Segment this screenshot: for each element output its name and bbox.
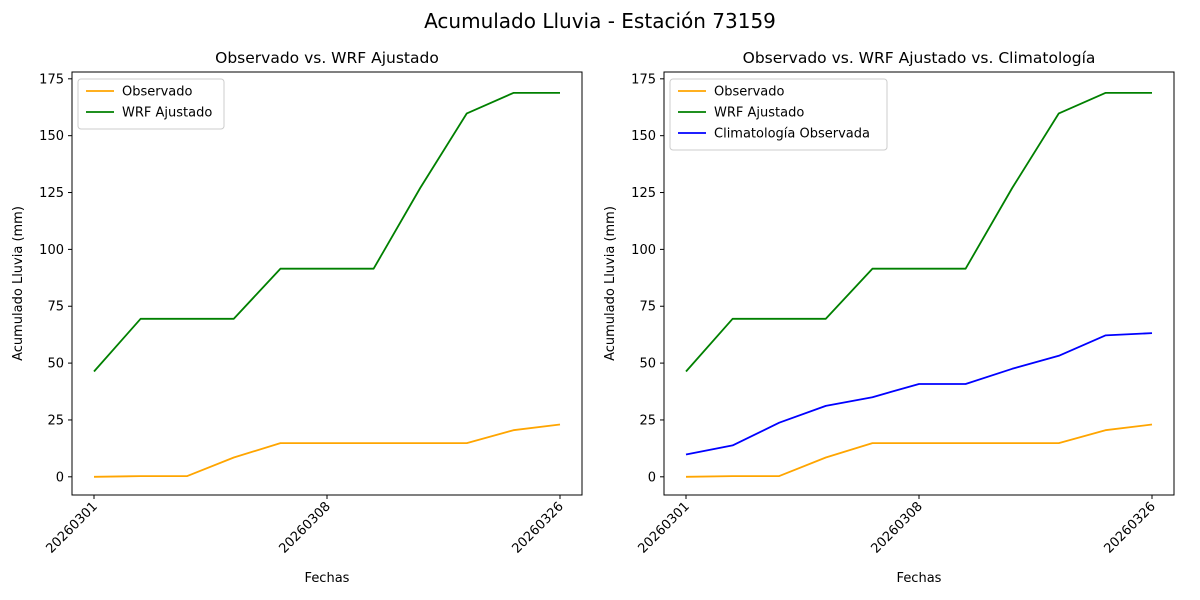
y-tick-label: 125 <box>39 186 64 201</box>
y-tick-label: 75 <box>639 300 656 315</box>
series-line-climatologia-observada <box>685 332 1153 456</box>
series-line-wrf-ajustado <box>93 92 560 373</box>
legend-label-climatologia-observada: Climatología Observada <box>714 127 870 142</box>
y-tick-label: 0 <box>56 470 64 485</box>
y-tick-label: 150 <box>631 129 656 144</box>
y-tick-label: 175 <box>39 72 64 87</box>
series-line-observado <box>685 423 1153 478</box>
series-line-wrf-ajustado <box>685 92 1152 373</box>
x-axis-label: Fechas <box>305 571 350 586</box>
legend-label-observado: Observado <box>714 85 785 100</box>
y-tick-label: 100 <box>39 243 64 258</box>
y-tick-label: 100 <box>631 243 656 258</box>
y-axis-label: Acumulado Lluvia (mm) <box>11 206 26 361</box>
y-tick-label: 150 <box>39 129 64 144</box>
y-tick-label: 175 <box>631 72 656 87</box>
y-tick-label: 50 <box>639 357 656 372</box>
y-tick-label: 0 <box>648 470 656 485</box>
y-tick-label: 25 <box>639 413 656 428</box>
legend-label-observado: Observado <box>122 85 193 100</box>
y-tick-label: 25 <box>47 413 64 428</box>
figure-title: Acumulado Lluvia - Estación 73159 <box>424 9 776 33</box>
y-tick-label: 125 <box>631 186 656 201</box>
legend-label-wrf-ajustado: WRF Ajustado <box>714 106 804 121</box>
y-tick-label: 50 <box>47 357 64 372</box>
panel-title: Observado vs. WRF Ajustado <box>215 49 439 67</box>
y-tick-label: 75 <box>47 300 64 315</box>
legend-box <box>77 78 225 130</box>
y-axis-label: Acumulado Lluvia (mm) <box>603 206 618 361</box>
panel-title: Observado vs. WRF Ajustado vs. Climatolo… <box>743 49 1096 67</box>
legend-box <box>669 78 888 151</box>
right-panel: Observado vs. WRF Ajustado vs. Climatolo… <box>603 49 1175 586</box>
legend-label-wrf-ajustado: WRF Ajustado <box>122 106 212 121</box>
series-line-observado <box>93 423 561 478</box>
x-axis-label: Fechas <box>897 571 942 586</box>
